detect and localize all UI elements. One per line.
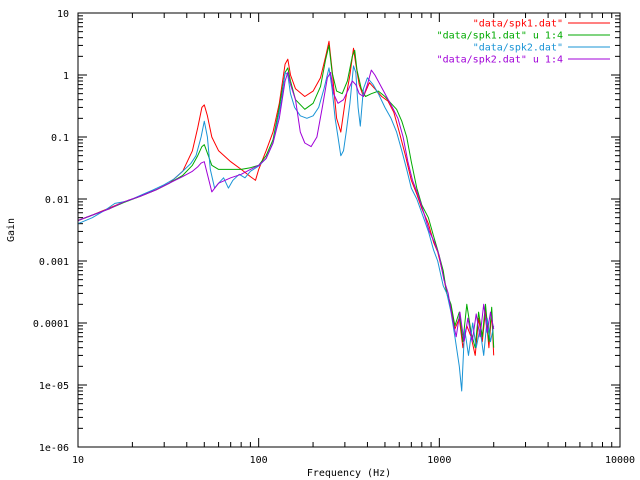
y-tick-label: 0.01 <box>45 195 69 206</box>
plot-frame <box>77 12 621 448</box>
x-tick-label: 10000 <box>605 455 635 466</box>
tick-labels: 10 100 1000 10000 10 1 0.1 0.01 0.001 0.0001 1e-05… <box>33 9 635 466</box>
y-tick-label: 1e-05 <box>39 381 69 392</box>
legend-label-4: "data/spk2.dat" u 1:4 <box>437 55 563 66</box>
x-tick-label: 100 <box>250 455 268 466</box>
y-tick-label: 10 <box>57 9 69 20</box>
legend: "data/spk1.dat""data/spk1.dat" u 1:4"dat… <box>437 19 610 66</box>
series-line-4 <box>77 69 495 343</box>
y-axis-label: Gain <box>6 218 17 242</box>
axis-ticks <box>77 12 621 448</box>
x-tick-label: 10 <box>72 455 84 466</box>
series-line-3 <box>77 65 495 392</box>
y-tick-label: 0.0001 <box>33 319 69 330</box>
legend-label-1: "data/spk1.dat" <box>473 19 563 30</box>
legend-label-3: "data/spk2.dat" <box>473 43 563 54</box>
series-layer <box>77 40 495 392</box>
y-tick-label: 0.1 <box>51 133 69 144</box>
series-line-2 <box>77 44 495 349</box>
x-tick-label: 1000 <box>427 455 451 466</box>
x-axis-label: Frequency (Hz) <box>307 468 391 479</box>
y-tick-label: 0.001 <box>39 257 69 268</box>
y-tick-label: 1 <box>63 71 69 82</box>
legend-label-2: "data/spk1.dat" u 1:4 <box>437 31 563 42</box>
series-line-1 <box>77 40 495 356</box>
y-tick-label: 1e-06 <box>39 443 69 454</box>
